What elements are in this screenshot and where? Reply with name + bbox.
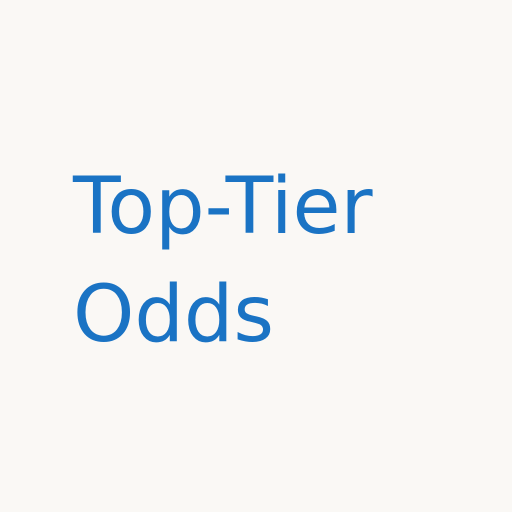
logo-line-2: Odds (73, 270, 275, 360)
logo-line-1: Top-Tier (73, 162, 373, 252)
logo-wordmark: Top-Tier Odds (73, 153, 373, 369)
